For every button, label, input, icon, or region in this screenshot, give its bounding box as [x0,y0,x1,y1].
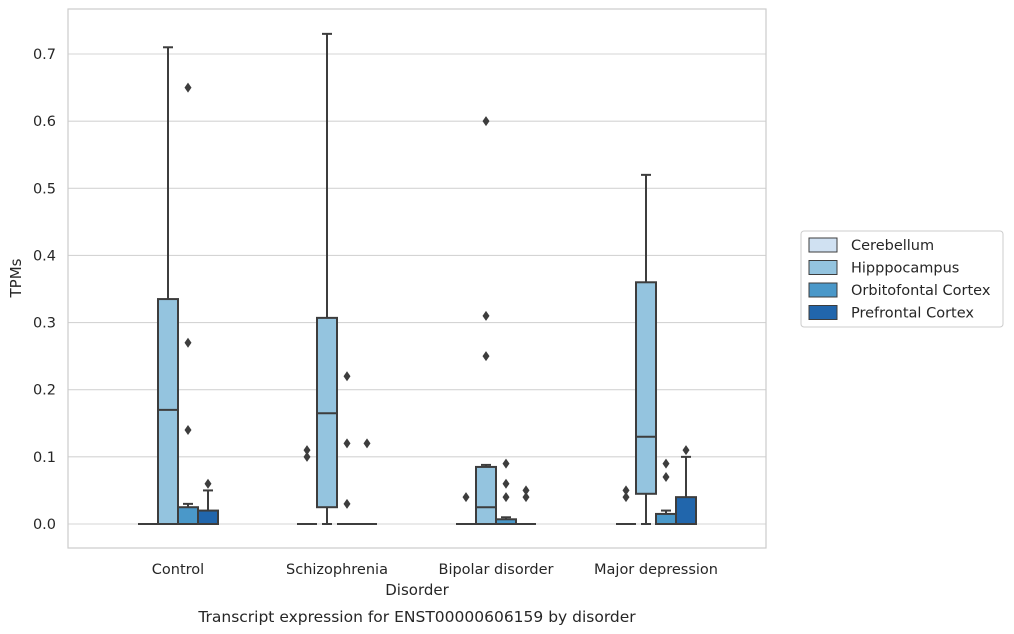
outlier-point [343,371,351,382]
plot-boxes [138,32,697,526]
y-tick-label: 0.5 [33,181,56,197]
y-tick-label: 0.4 [33,248,56,264]
box [475,465,497,525]
box [197,509,219,526]
y-tick-label: 0.2 [33,383,56,399]
outlier-point [662,472,670,482]
y-tick-label: 0.3 [33,316,56,332]
y-tick-label: 0.7 [33,47,56,63]
box-group [316,32,338,525]
y-tick-label: 0.0 [33,517,56,533]
x-tick-label: Schizophrenia [286,562,388,578]
x-tick-label: Major depression [594,562,718,578]
box-group [177,82,199,526]
outlier-point [502,492,510,503]
box-group [297,445,317,525]
outlier-point [682,445,690,456]
outlier-point [482,310,490,321]
outlier-point [502,458,510,469]
legend-swatch [808,237,838,253]
box-group [197,478,219,526]
outlier-point [482,351,490,362]
outlier-point [343,438,351,449]
outlier-point [462,492,470,503]
box [655,512,677,526]
box-group [655,458,677,526]
legend-swatch [808,282,838,298]
outlier-point [502,478,510,489]
plot-frame [67,8,767,549]
box [177,506,199,526]
legend-frame [800,230,1004,328]
y-tick-label: 0.1 [33,450,56,466]
box-group [337,371,357,525]
outlier-point [363,438,371,449]
box-group [616,485,636,525]
box-group [475,116,497,525]
box-group [635,173,657,525]
y-axis-ticks: 0.0 0.1 0.2 0.3 0.4 0.5 0.6 0.7 [33,47,56,533]
outlier-point [522,492,530,503]
box-group [516,485,536,525]
outlier-point [622,492,630,503]
y-tick-label: 0.6 [33,114,56,130]
legend-label: Cerebellum [851,238,934,254]
box [675,496,697,525]
box-group [357,438,377,525]
box-group [157,46,179,526]
box-group [456,492,476,525]
chart-title: Transcript expression for ENST0000060615… [197,608,636,626]
outlier-point [522,485,530,496]
x-tick-label: Bipolar disorder [439,562,554,578]
box [635,281,657,495]
grid-lines [68,53,766,525]
outlier-point [482,116,490,127]
box-group [495,458,517,525]
box [157,298,179,526]
x-axis-label: Disorder [385,581,449,599]
outlier-point [662,458,670,469]
outlier-point [303,445,311,456]
outlier-point [622,485,630,496]
legend-label: Orbitofontal Cortex [851,283,991,299]
box-group [675,445,697,525]
outlier-point [184,337,192,348]
x-axis-ticks: Control Schizophrenia Bipolar disorder Majo… [152,562,718,578]
legend: Cerebellum Hipppocampus Orbitofontal Corte… [800,230,1004,328]
y-axis-label: TPMs [7,258,25,298]
x-tick-label: Control [152,562,204,578]
legend-swatch [808,260,838,275]
legend-label: Hipppocampus [851,261,959,277]
outlier-point [204,478,212,489]
outlier-point [303,451,311,462]
legend-swatch [808,305,838,320]
legend-label: Prefrontal Cortex [851,306,974,322]
outlier-point [343,498,351,509]
outlier-point [184,82,192,93]
outlier-point [184,425,192,435]
